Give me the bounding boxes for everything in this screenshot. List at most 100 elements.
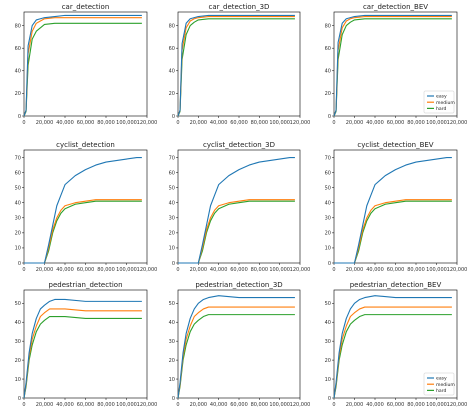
series-line-hard — [334, 200, 452, 264]
y-tick-label: 40 — [15, 69, 21, 75]
y-tick-label: 60 — [169, 170, 175, 176]
x-tick-label: 120,000 — [290, 120, 311, 126]
series-line-medium — [177, 306, 295, 399]
y-tick-label: 30 — [15, 216, 21, 222]
plot-frame — [23, 11, 148, 117]
x-tick-label: 20,000 — [36, 267, 54, 273]
x-tick-label: 0 — [332, 402, 335, 408]
y-tick-label: 10 — [15, 377, 21, 383]
x-tick-label: 80,000 — [97, 120, 115, 126]
x-tick-label: 60,000 — [230, 120, 248, 126]
x-tick-label: 100,000 — [426, 402, 447, 408]
y-tick-label: 60 — [15, 46, 21, 52]
x-tick-label: 40,000 — [366, 267, 384, 273]
y-tick-label: 10 — [169, 377, 175, 383]
plot-frame — [333, 149, 458, 264]
y-tick-label: 40 — [325, 320, 331, 326]
x-tick-label: 100,000 — [269, 120, 290, 126]
legend-label-hard: hard — [436, 106, 447, 112]
x-tick-label: 40,000 — [56, 120, 74, 126]
x-tick-label: 40,000 — [56, 267, 74, 273]
y-tick-label: 50 — [325, 301, 331, 307]
x-tick-label: 40,000 — [366, 120, 384, 126]
x-tick-label: 100,000 — [116, 120, 137, 126]
series-line-medium — [23, 17, 142, 117]
series-line-medium — [333, 306, 452, 399]
series-line-hard — [177, 314, 295, 399]
x-tick-label: 20,000 — [346, 267, 364, 273]
y-tick-label: 80 — [15, 23, 21, 29]
series-line-easy — [333, 295, 452, 399]
y-tick-label: 50 — [169, 301, 175, 307]
y-tick-label: 0 — [18, 114, 21, 120]
chart-panel: pedestrian_detection_BEV 0 20,000 40,000 60,… — [325, 281, 468, 408]
y-tick-label: 60 — [15, 170, 21, 176]
legend-label-easy: easy — [436, 377, 447, 382]
x-tick-label: 20,000 — [190, 120, 208, 126]
x-tick-label: 0 — [22, 267, 25, 273]
x-tick-label: 120,000 — [137, 120, 158, 126]
series-line-medium — [23, 308, 142, 399]
plot-frame — [177, 11, 301, 117]
chart-title: pedestrian_detection — [49, 281, 123, 289]
chart-panel: car_detection_BEV 0 20,000 40,000 60,000 80,0… — [325, 3, 468, 126]
y-tick-label: 30 — [15, 339, 21, 345]
x-tick-label: 80,000 — [407, 402, 425, 408]
chart-panel: car_detection 0 20,000 40,000 60,000 80,000 10… — [15, 3, 158, 126]
y-tick-label: 40 — [15, 320, 21, 326]
x-tick-label: 100,000 — [269, 402, 290, 408]
y-tick-label: 50 — [325, 185, 331, 191]
chart-title: pedestrian_detection_3D — [195, 281, 282, 289]
x-tick-label: 0 — [176, 120, 179, 126]
series-line-medium — [178, 199, 295, 264]
chart-panel: car_detection_3D 0 20,000 40,000 60,000 80,00… — [169, 3, 311, 126]
y-tick-label: 10 — [325, 377, 331, 383]
x-tick-label: 120,000 — [137, 402, 158, 408]
legend-label-hard: hard — [436, 388, 447, 394]
x-tick-label: 20,000 — [36, 120, 54, 126]
x-tick-label: 80,000 — [251, 267, 269, 273]
chart-title: car_detection_BEV — [363, 3, 428, 11]
chart-title: cyclist_detection — [56, 141, 115, 149]
x-tick-label: 60,000 — [230, 402, 248, 408]
x-tick-label: 120,000 — [137, 267, 158, 273]
x-tick-label: 60,000 — [77, 267, 95, 273]
x-tick-label: 40,000 — [210, 402, 228, 408]
y-tick-label: 20 — [325, 358, 331, 364]
series-line-easy — [24, 156, 142, 264]
x-tick-label: 0 — [332, 120, 335, 126]
x-tick-label: 120,000 — [290, 267, 311, 273]
series-line-hard — [333, 314, 452, 399]
x-tick-label: 80,000 — [251, 402, 269, 408]
chart-panel: cyclist_detection_BEV 0 20,000 40,000 60,000… — [325, 141, 468, 273]
y-tick-label: 30 — [169, 216, 175, 222]
x-tick-label: 120,000 — [447, 402, 468, 408]
chart-title: pedestrian_detection_BEV — [350, 281, 442, 289]
series-line-easy — [23, 14, 142, 117]
y-tick-label: 10 — [169, 246, 175, 252]
y-tick-label: 10 — [325, 246, 331, 252]
series-line-medium — [334, 199, 452, 264]
y-tick-label: 0 — [328, 114, 331, 120]
y-tick-label: 20 — [169, 91, 175, 97]
x-tick-label: 100,000 — [116, 267, 137, 273]
x-tick-label: 60,000 — [387, 402, 405, 408]
y-tick-label: 20 — [15, 358, 21, 364]
y-tick-label: 50 — [15, 185, 21, 191]
plot-frame — [23, 149, 148, 264]
y-tick-label: 80 — [169, 23, 175, 29]
series-line-hard — [178, 200, 295, 264]
y-tick-label: 30 — [169, 339, 175, 345]
chart-panel: pedestrian_detection 0 20,000 40,000 60,000 8… — [15, 281, 158, 408]
x-tick-label: 80,000 — [407, 267, 425, 273]
chart-panel: cyclist_detection 0 20,000 40,000 60,000 80,0… — [15, 141, 158, 273]
y-tick-label: 20 — [325, 91, 331, 97]
y-tick-label: 40 — [169, 69, 175, 75]
y-tick-label: 80 — [325, 23, 331, 29]
x-tick-label: 0 — [22, 120, 25, 126]
x-tick-label: 100,000 — [116, 402, 137, 408]
series-line-easy — [177, 14, 295, 117]
series-line-hard — [23, 315, 142, 399]
y-tick-label: 50 — [169, 185, 175, 191]
x-tick-label: 0 — [176, 402, 179, 408]
